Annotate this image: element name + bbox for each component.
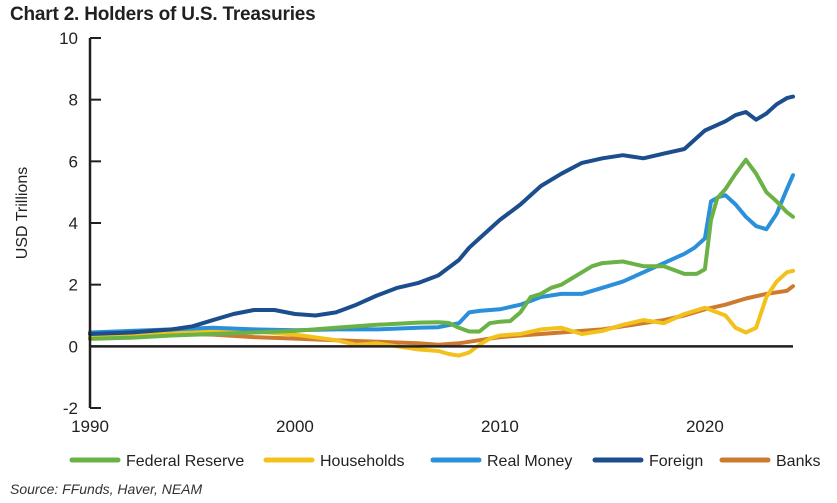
x-tick-label: 2020 <box>686 417 724 436</box>
y-tick-label: 6 <box>69 152 78 171</box>
y-tick-label: -2 <box>63 399 78 418</box>
y-tick-label: 0 <box>69 337 78 356</box>
source-note: Source: FFunds, Haver, NEAM <box>10 481 203 497</box>
series-line-foreign <box>88 94 795 336</box>
y-tick-label: 4 <box>69 214 78 233</box>
series-line-real-money <box>88 173 795 335</box>
y-axis-title: USD Trillions <box>14 167 31 259</box>
axes-layer: -2 0 2 4 6 8 10 1990 2000 2010 2020 USD Trillions <box>14 29 793 436</box>
legend-label-households: Households <box>320 453 405 470</box>
series-line-households <box>88 268 795 358</box>
series-line-banks <box>88 284 795 347</box>
legend-label-federal-reserve: Federal Reserve <box>126 453 244 470</box>
legend-label-foreign: Foreign <box>649 453 703 470</box>
y-tick-label: 2 <box>69 276 78 295</box>
legend-label-banks: Banks <box>776 453 820 470</box>
series-layer <box>88 94 795 358</box>
x-tick-label: 2000 <box>276 417 314 436</box>
series-line-federal-reserve <box>88 157 795 341</box>
legend-label-real-money: Real Money <box>487 453 572 470</box>
x-tick-label: 1990 <box>71 417 109 436</box>
x-tick-label: 2010 <box>481 417 519 436</box>
y-tick-label: 8 <box>69 91 78 110</box>
y-tick-label: 10 <box>59 29 78 48</box>
chart-title: Chart 2. Holders of U.S. Treasuries <box>10 4 316 25</box>
legend: Federal Reserve Households Real Money Forei… <box>69 453 820 470</box>
